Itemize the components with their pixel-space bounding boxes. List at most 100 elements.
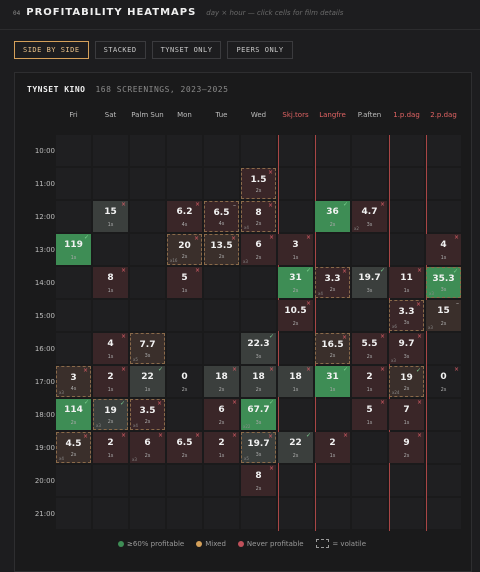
empty-cell[interactable] xyxy=(167,366,202,397)
heatmap-cell[interactable]: 18 1s × xyxy=(278,366,313,397)
empty-cell[interactable] xyxy=(93,498,128,529)
heatmap-cell[interactable]: 9.7 3s × x3 xyxy=(389,333,424,364)
empty-cell[interactable] xyxy=(389,135,424,166)
heatmap-cell[interactable]: 36 2s ✓ xyxy=(315,201,350,232)
empty-cell[interactable] xyxy=(167,135,202,166)
empty-cell[interactable] xyxy=(352,234,387,265)
heatmap-cell[interactable]: 1.5 2s × xyxy=(241,168,276,199)
empty-cell[interactable] xyxy=(352,135,387,166)
heatmap-cell[interactable]: 31 2s ✓ xyxy=(278,267,313,298)
empty-cell[interactable] xyxy=(315,465,350,496)
heatmap-cell[interactable]: 19 2s ✓ x3 xyxy=(93,399,128,430)
heatmap-cell[interactable]: 15 1s × xyxy=(93,201,128,232)
empty-cell[interactable] xyxy=(130,168,165,199)
empty-cell[interactable] xyxy=(389,201,424,232)
empty-cell[interactable] xyxy=(426,399,461,430)
heatmap-cell[interactable]: 3 1s × xyxy=(278,234,313,265)
heatmap-cell[interactable]: 22 2s ✓ xyxy=(278,432,313,463)
heatmap-cell[interactable]: 4 1s × xyxy=(93,333,128,364)
heatmap-cell[interactable]: 13.5 2s × xyxy=(204,234,239,265)
empty-cell[interactable] xyxy=(278,333,313,364)
empty-cell[interactable] xyxy=(167,399,202,430)
empty-cell[interactable] xyxy=(278,498,313,529)
heatmap-cell[interactable]: 0 2s × xyxy=(426,366,461,397)
empty-cell[interactable] xyxy=(56,498,91,529)
empty-cell[interactable] xyxy=(389,168,424,199)
heatmap-cell[interactable]: 19.7 3s ✓ xyxy=(352,267,387,298)
empty-cell[interactable] xyxy=(278,201,313,232)
empty-cell[interactable] xyxy=(56,201,91,232)
empty-cell[interactable] xyxy=(204,300,239,331)
heatmap-cell[interactable]: 16.5 2s × xyxy=(315,333,350,364)
heatmap-cell[interactable]: 4.5 2s × x4 xyxy=(56,432,91,463)
empty-cell[interactable] xyxy=(352,498,387,529)
heatmap-cell[interactable]: 6.2 4s × xyxy=(167,201,202,232)
empty-cell[interactable] xyxy=(389,498,424,529)
empty-cell[interactable] xyxy=(56,333,91,364)
heatmap-cell[interactable]: 7.7 3s x5 xyxy=(130,333,165,364)
heatmap-cell[interactable]: 6 2s × x3 xyxy=(241,234,276,265)
empty-cell[interactable] xyxy=(352,168,387,199)
heatmap-cell[interactable]: 35.3 3s ✓ x3 xyxy=(426,267,461,298)
heatmap-cell[interactable]: 31 1s ✓ xyxy=(315,366,350,397)
heatmap-cell[interactable]: 22.3 3s ✓ xyxy=(241,333,276,364)
heatmap-cell[interactable]: 19 2s ✓ x24 xyxy=(389,366,424,397)
heatmap-cell[interactable]: 18 2s × xyxy=(204,366,239,397)
empty-cell[interactable] xyxy=(426,432,461,463)
empty-cell[interactable] xyxy=(426,498,461,529)
empty-cell[interactable] xyxy=(93,135,128,166)
tab-side-by-side[interactable]: SIDE BY SIDE xyxy=(14,41,89,59)
empty-cell[interactable] xyxy=(352,432,387,463)
heatmap-cell[interactable]: 22 1s ✓ xyxy=(130,366,165,397)
empty-cell[interactable] xyxy=(130,300,165,331)
empty-cell[interactable] xyxy=(130,135,165,166)
empty-cell[interactable] xyxy=(352,465,387,496)
tab-stacked[interactable]: STACKED xyxy=(94,41,146,59)
heatmap-cell[interactable]: 6.5 4s – xyxy=(204,201,239,232)
empty-cell[interactable] xyxy=(241,498,276,529)
empty-cell[interactable] xyxy=(93,168,128,199)
heatmap-cell[interactable]: 67.7 3s ✓ x22 xyxy=(241,399,276,430)
heatmap-cell[interactable]: 6 2s × x3 xyxy=(130,432,165,463)
empty-cell[interactable] xyxy=(204,168,239,199)
heatmap-cell[interactable]: 6 2s × xyxy=(204,399,239,430)
empty-cell[interactable] xyxy=(426,333,461,364)
heatmap-cell[interactable]: 5 1s × xyxy=(167,267,202,298)
heatmap-cell[interactable]: 8 1s × xyxy=(93,267,128,298)
heatmap-cell[interactable]: 8 2s × x4 xyxy=(241,201,276,232)
empty-cell[interactable] xyxy=(426,465,461,496)
empty-cell[interactable] xyxy=(204,465,239,496)
empty-cell[interactable] xyxy=(278,168,313,199)
empty-cell[interactable] xyxy=(130,267,165,298)
empty-cell[interactable] xyxy=(278,465,313,496)
empty-cell[interactable] xyxy=(315,234,350,265)
heatmap-cell[interactable]: 10.5 2s × xyxy=(278,300,313,331)
empty-cell[interactable] xyxy=(130,201,165,232)
empty-cell[interactable] xyxy=(315,135,350,166)
heatmap-cell[interactable]: 2 1s × xyxy=(315,432,350,463)
empty-cell[interactable] xyxy=(56,465,91,496)
empty-cell[interactable] xyxy=(93,300,128,331)
heatmap-cell[interactable]: 2 1s × xyxy=(204,432,239,463)
empty-cell[interactable] xyxy=(130,498,165,529)
empty-cell[interactable] xyxy=(426,168,461,199)
empty-cell[interactable] xyxy=(56,168,91,199)
empty-cell[interactable] xyxy=(241,267,276,298)
heatmap-cell[interactable]: 4 1s × xyxy=(426,234,461,265)
heatmap-cell[interactable]: 2 1s × xyxy=(352,366,387,397)
empty-cell[interactable] xyxy=(278,135,313,166)
empty-cell[interactable] xyxy=(426,201,461,232)
empty-cell[interactable] xyxy=(167,498,202,529)
empty-cell[interactable] xyxy=(167,465,202,496)
empty-cell[interactable] xyxy=(56,267,91,298)
heatmap-cell[interactable]: 0 2s xyxy=(167,366,202,397)
empty-cell[interactable] xyxy=(352,300,387,331)
empty-cell[interactable] xyxy=(204,498,239,529)
heatmap-cell[interactable]: 7 1s × xyxy=(389,399,424,430)
empty-cell[interactable] xyxy=(93,234,128,265)
empty-cell[interactable] xyxy=(56,135,91,166)
heatmap-cell[interactable]: 2 1s × xyxy=(93,432,128,463)
heatmap-cell[interactable]: 19.7 3s × x5 xyxy=(241,432,276,463)
empty-cell[interactable] xyxy=(56,300,91,331)
empty-cell[interactable] xyxy=(278,399,313,430)
